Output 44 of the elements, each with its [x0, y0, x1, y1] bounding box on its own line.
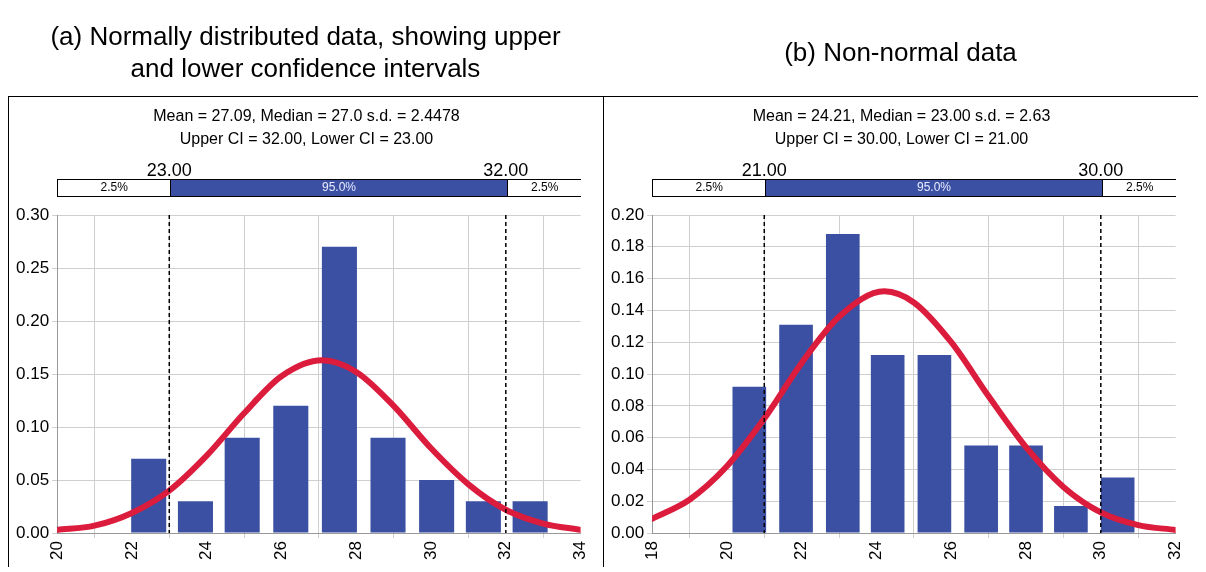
- y-tick-label: 0.10: [610, 363, 645, 383]
- x-tick-label: 24: [866, 541, 886, 561]
- chart-subtitle: Mean = 27.09, Median = 27.0 s.d. = 2.4478 Upper CI = 32.00, Lower CI = 23.00: [153, 107, 460, 148]
- y-tick-label: 0.15: [15, 363, 50, 383]
- y-tick-label: 0.12: [610, 331, 645, 351]
- chart-title: (b) Non-normal data: [783, 36, 1018, 69]
- y-tick-label: 0.18: [610, 236, 645, 256]
- x-tick-label: 22: [791, 541, 811, 561]
- y-tick-label: 0.02: [610, 490, 645, 510]
- x-tick-label: 20: [716, 541, 736, 561]
- percent-strip: 2.5% 95.0% 2.5%: [652, 179, 1176, 197]
- y-tick-label: 0.08: [610, 395, 645, 415]
- y-tick-label: 0.06: [610, 427, 645, 447]
- x-tick-label: 22: [121, 541, 141, 561]
- chart-subtitle: Mean = 24.21, Median = 23.00 s.d. = 2.63 Upper CI = 30.00, Lower CI = 21.00: [752, 107, 1051, 148]
- y-tick-label: 0.20: [610, 204, 645, 224]
- x-tick-label: 30: [1090, 541, 1110, 561]
- y-tick-label: 0.14: [610, 300, 645, 320]
- y-tick-label: 0.30: [15, 204, 50, 224]
- x-tick-label: 32: [495, 541, 515, 561]
- ref-line-label: 23.00: [146, 160, 192, 180]
- x-tick-label: 28: [345, 541, 365, 561]
- x-tick-label: 28: [1015, 541, 1035, 561]
- x-tick-label: 26: [271, 541, 291, 561]
- ref-line-label: 32.00: [483, 160, 529, 180]
- x-tick-label: 24: [196, 541, 216, 561]
- x-tick-label: 32: [1165, 541, 1185, 561]
- percent-strip: 2.5% 95.0% 2.5%: [57, 179, 581, 197]
- x-tick-label: 20: [46, 541, 66, 561]
- y-tick-label: 0.05: [15, 469, 50, 489]
- x-tick-label: 26: [940, 541, 960, 561]
- chart-title: (a) Normally distributed data, showing upper and lower confidence intervals: [49, 20, 562, 85]
- x-tick-label: 18: [641, 541, 661, 561]
- ref-line-label: 21.00: [741, 160, 787, 180]
- y-tick-label: 0.10: [15, 416, 50, 436]
- y-tick-label: 0.25: [15, 257, 50, 277]
- y-tick-label: 0.00: [610, 522, 645, 542]
- x-tick-label: 30: [420, 541, 440, 561]
- y-tick-label: 0.20: [15, 310, 50, 330]
- x-tick-label: 34: [570, 541, 590, 561]
- y-tick-label: 0.00: [15, 522, 50, 542]
- y-tick-label: 0.16: [610, 268, 645, 288]
- y-tick-label: 0.04: [610, 459, 645, 479]
- ref-line-label: 30.00: [1078, 160, 1124, 180]
